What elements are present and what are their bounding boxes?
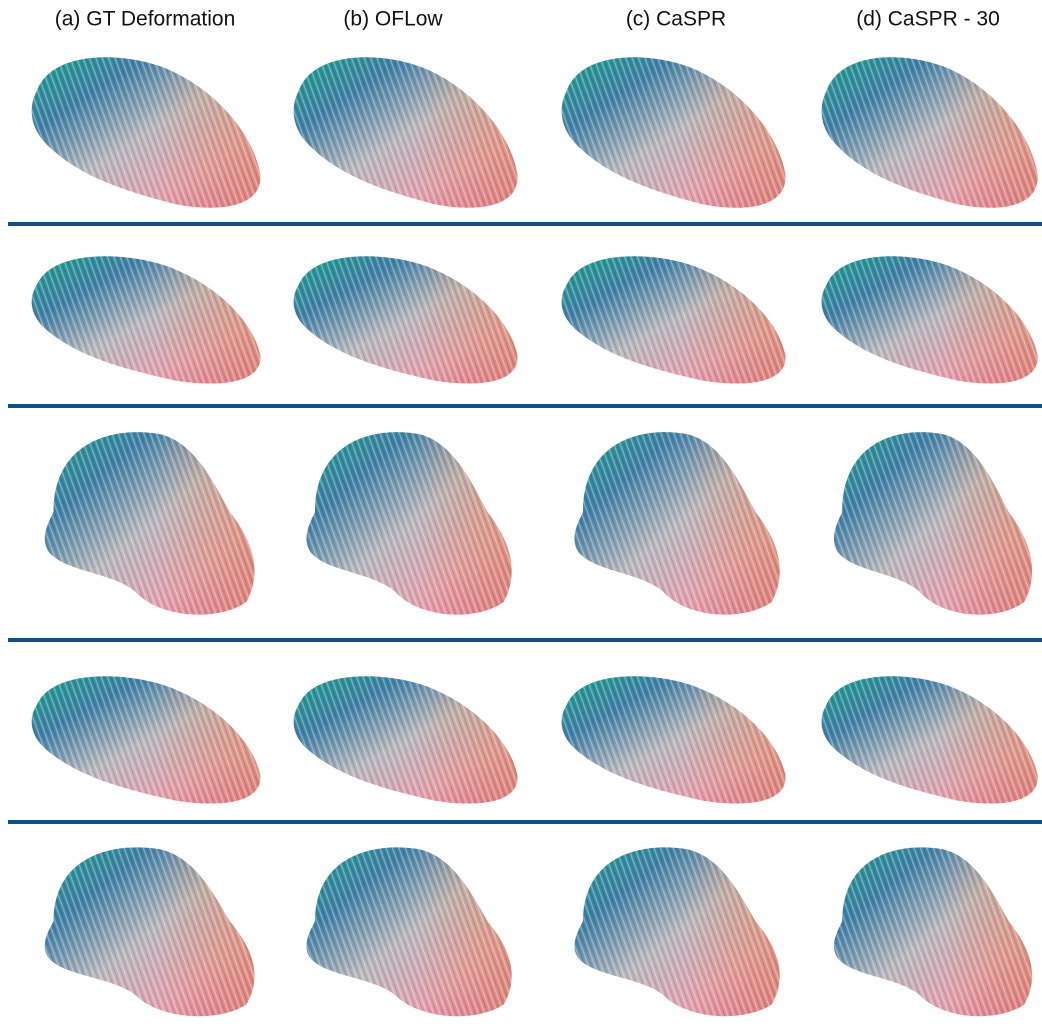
render-layer xyxy=(294,57,518,207)
render-layer xyxy=(306,432,511,615)
render-layer xyxy=(32,676,261,803)
render-layer xyxy=(562,57,786,207)
point-cloud-render xyxy=(562,676,786,803)
point-cloud-render xyxy=(45,432,255,615)
point-cloud-render xyxy=(32,256,261,383)
divider xyxy=(8,222,1042,226)
renders xyxy=(32,57,1038,1016)
column-header: (c) CaSPR xyxy=(626,8,726,31)
point-cloud-render xyxy=(834,432,1032,615)
render-layer xyxy=(294,256,518,383)
point-cloud-render xyxy=(574,847,779,1016)
point-cloud-render xyxy=(306,432,511,615)
point-cloud-render xyxy=(562,256,786,383)
point-cloud-render xyxy=(574,432,779,615)
render-layer xyxy=(822,256,1038,383)
point-cloud-render xyxy=(822,256,1038,383)
column-header: (a) GT Deformation xyxy=(55,8,236,31)
render-layer xyxy=(574,432,779,615)
render-layer xyxy=(822,676,1038,803)
column-header: (d) CaSPR - 30 xyxy=(856,8,1000,31)
render-layer xyxy=(834,432,1032,615)
point-cloud-render xyxy=(294,256,518,383)
render-layer xyxy=(306,847,511,1016)
point-cloud-render xyxy=(45,847,255,1016)
point-cloud-render xyxy=(834,847,1032,1016)
render-layer xyxy=(822,57,1038,207)
render-layer xyxy=(45,847,255,1016)
figure: (a) GT Deformation (b) OFLow (c) CaSPR (… xyxy=(0,0,1042,1026)
point-cloud-render xyxy=(294,676,518,803)
render-layer xyxy=(574,847,779,1016)
point-cloud-render xyxy=(306,847,511,1016)
divider xyxy=(8,638,1042,642)
point-cloud-render xyxy=(294,57,518,207)
point-cloud-render xyxy=(32,57,261,207)
point-cloud-render xyxy=(822,676,1038,803)
point-cloud-render xyxy=(562,57,786,207)
column-header: (b) OFLow xyxy=(343,8,443,31)
render-layer xyxy=(32,57,261,207)
render-layer xyxy=(294,676,518,803)
divider xyxy=(8,404,1042,408)
point-cloud-render xyxy=(32,676,261,803)
divider xyxy=(8,820,1042,824)
render-layer xyxy=(32,256,261,383)
point-cloud-render xyxy=(822,57,1038,207)
render-layer xyxy=(45,432,255,615)
render-layer xyxy=(562,676,786,803)
render-layer xyxy=(834,847,1032,1016)
render-layer xyxy=(562,256,786,383)
